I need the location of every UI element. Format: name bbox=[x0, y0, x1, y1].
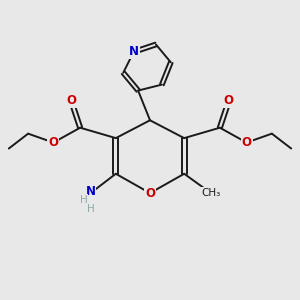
Text: H: H bbox=[87, 204, 94, 214]
Text: N: N bbox=[129, 45, 139, 58]
Text: O: O bbox=[48, 136, 59, 149]
Text: N: N bbox=[85, 185, 96, 198]
Text: O: O bbox=[66, 94, 76, 107]
Text: O: O bbox=[145, 187, 155, 200]
Text: O: O bbox=[242, 136, 252, 149]
Text: CH₃: CH₃ bbox=[201, 188, 220, 198]
Text: H: H bbox=[80, 195, 88, 205]
Text: O: O bbox=[224, 94, 234, 107]
